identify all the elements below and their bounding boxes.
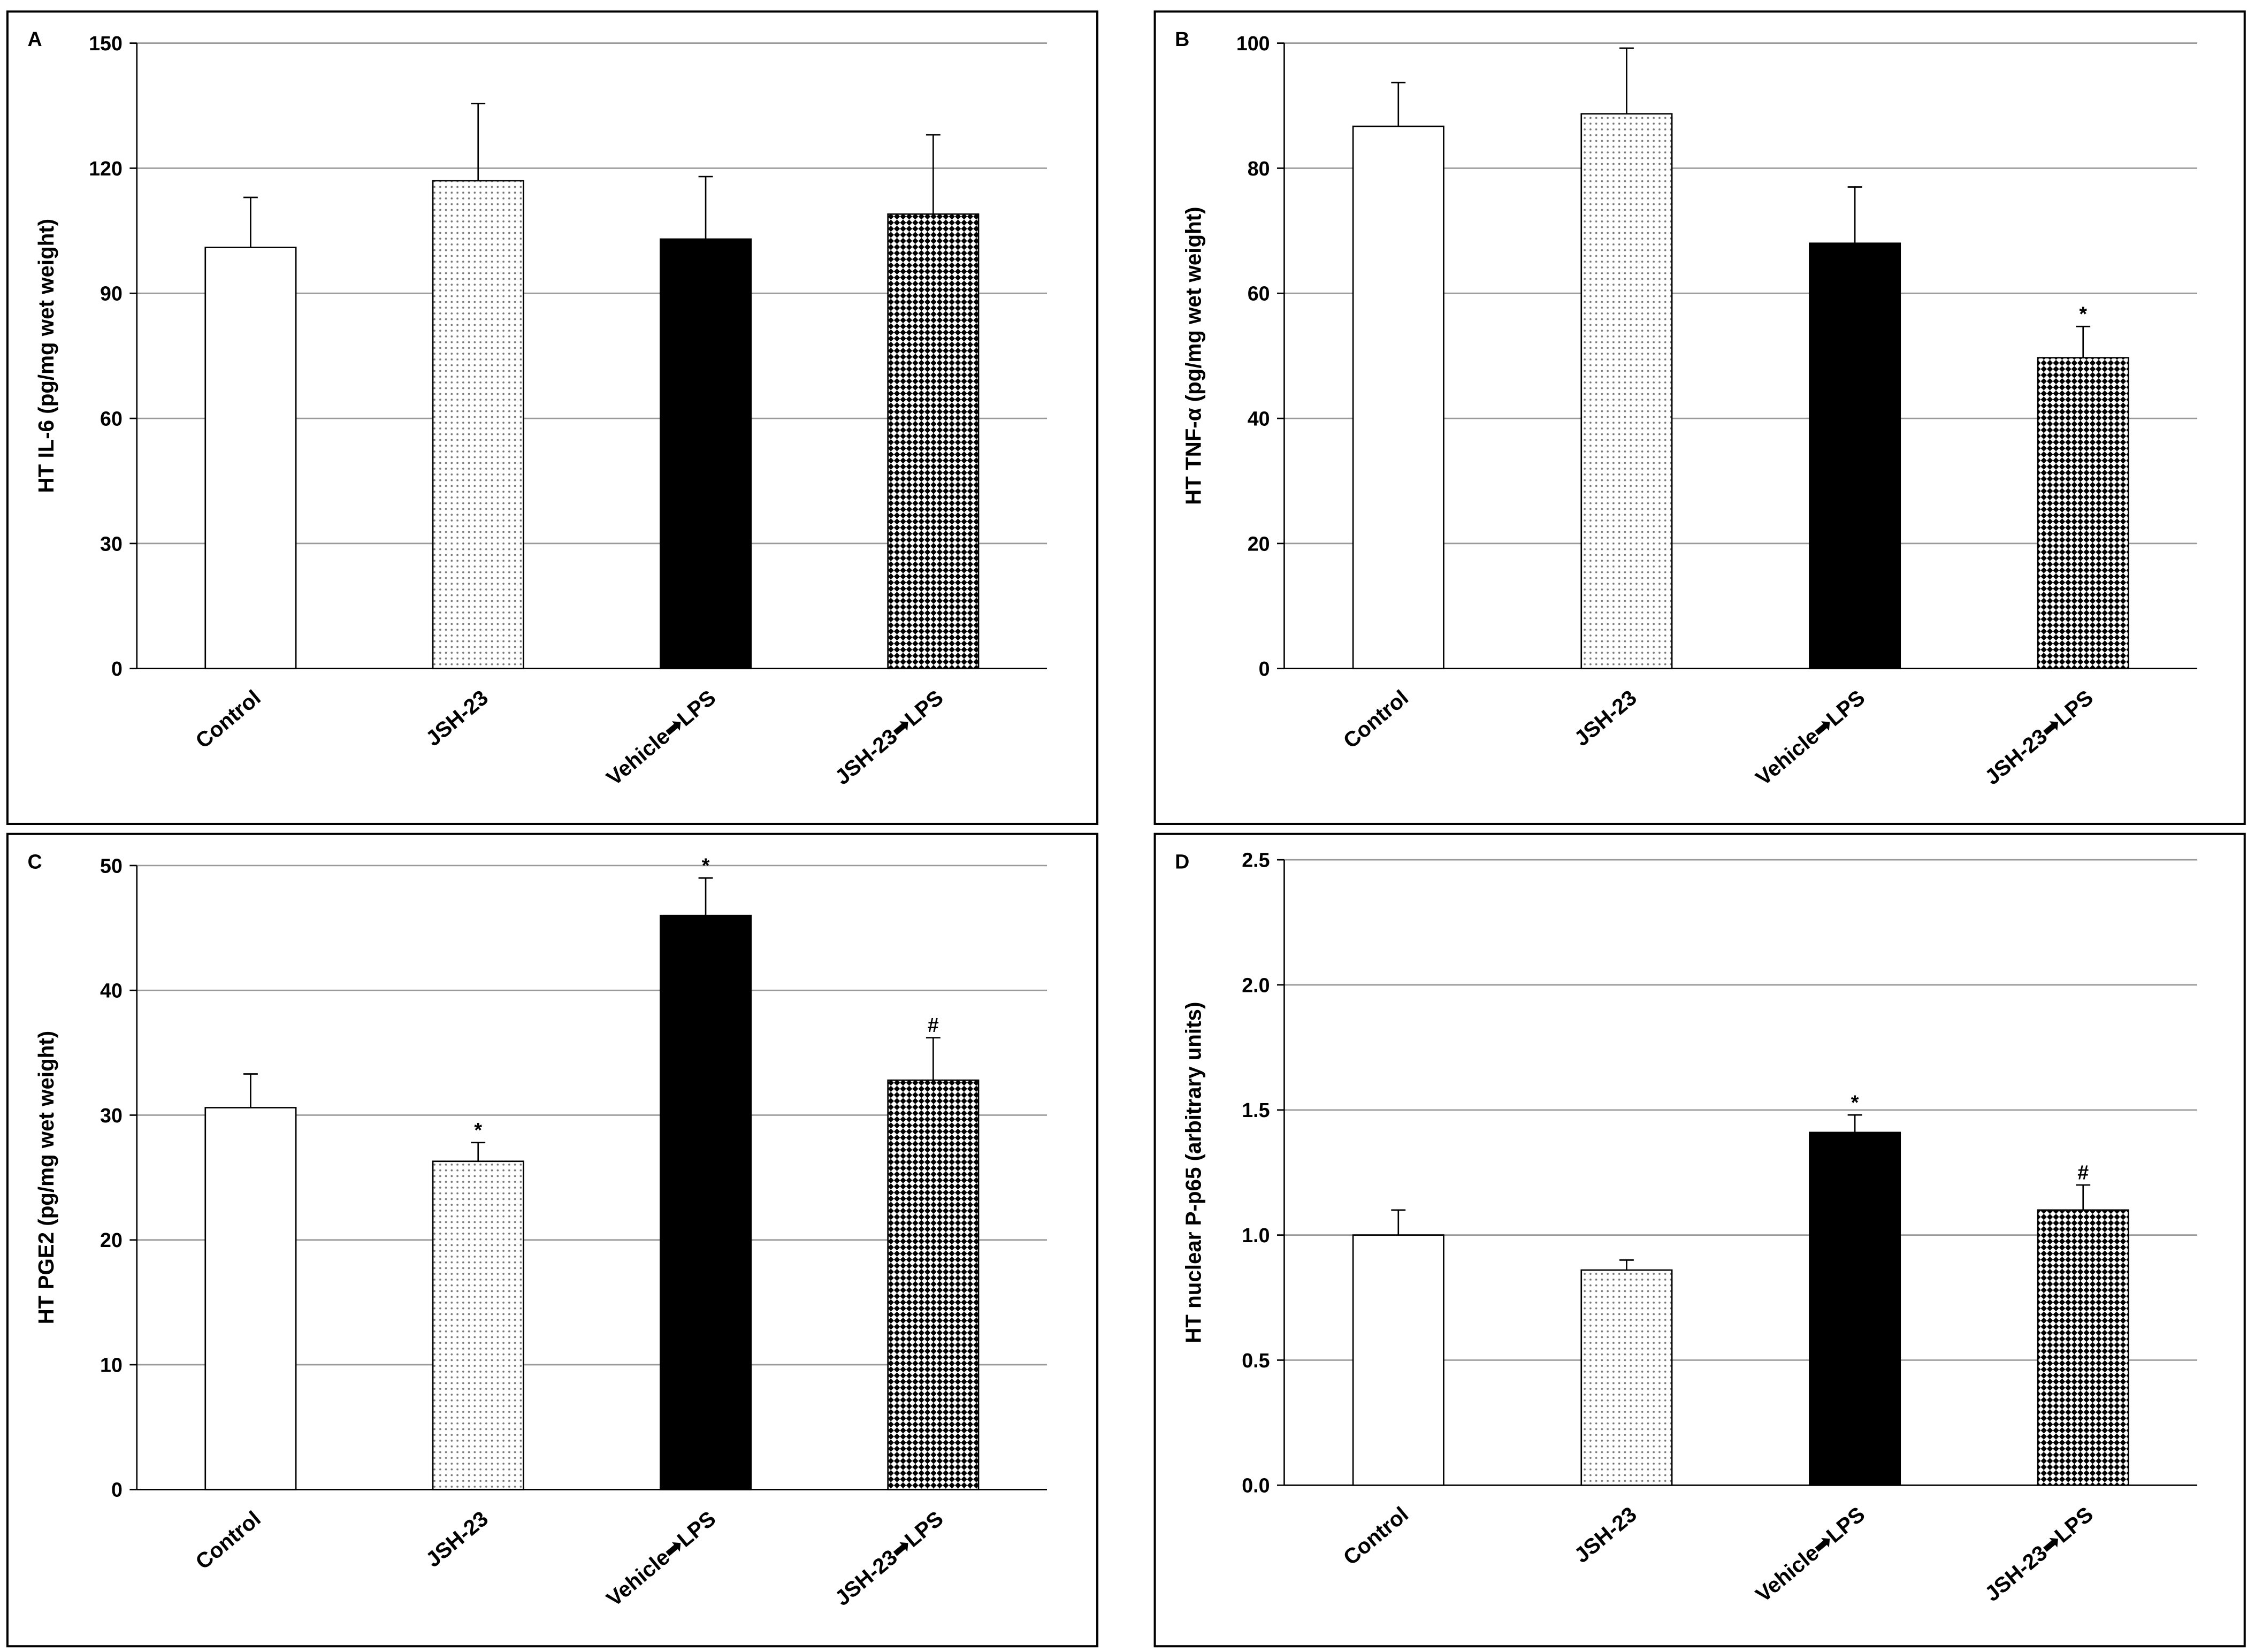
y-tick-label: 80 [1248, 157, 1270, 180]
panel-frame [6, 10, 1099, 825]
y-axis-title: HT nuclear P-p65 (arbitrary units) [1182, 1002, 1206, 1343]
annotation: * [702, 854, 710, 876]
y-tick-label: 90 [100, 282, 123, 305]
x-tick-label: JSH-23 [1570, 685, 1641, 751]
x-tick-label: JSH-23➡LPS [830, 1506, 948, 1610]
y-axis-title: HT IL-6 (pg/mg wet weight) [34, 219, 58, 493]
y-tick-label: 30 [100, 532, 123, 555]
annotation: # [928, 1014, 939, 1036]
panel-frame [1153, 10, 2246, 825]
y-tick-label: 50 [100, 854, 123, 877]
bar [1809, 1131, 1901, 1486]
y-tick-label: 120 [89, 157, 123, 180]
bar [2037, 1209, 2129, 1486]
y-tick-label: 1.5 [1242, 1099, 1270, 1121]
x-tick-label: JSH-23➡LPS [1980, 1502, 2098, 1606]
x-tick-label: Control [1339, 685, 1413, 753]
x-tick-label: JSH-23 [421, 685, 493, 751]
annotation: * [2079, 302, 2087, 325]
x-tick-label: Vehicle➡LPS [1751, 685, 1869, 790]
bar [887, 213, 980, 670]
annotation: # [2077, 1161, 2089, 1183]
x-tick-label: Vehicle➡LPS [1751, 1502, 1869, 1607]
y-axis-title: HT TNF-α (pg/mg wet weight) [1182, 206, 1206, 505]
x-tick-label: JSH-23 [1570, 1502, 1641, 1567]
panel-label: D [1175, 850, 1189, 873]
bar [204, 247, 297, 670]
x-tick-label: Vehicle➡LPS [602, 685, 720, 790]
bar [1352, 1234, 1444, 1486]
bar [204, 1107, 297, 1490]
annotation: * [1851, 1091, 1859, 1113]
y-tick-label: 0.5 [1242, 1349, 1270, 1372]
bar [1809, 242, 1901, 670]
y-tick-label: 20 [1248, 532, 1270, 555]
y-tick-label: 0 [1259, 657, 1270, 680]
x-tick-label: JSH-23 [421, 1506, 493, 1572]
y-tick-label: 10 [100, 1353, 123, 1376]
bar [1352, 125, 1444, 670]
bar [432, 1160, 524, 1490]
y-tick-label: 40 [100, 980, 123, 1002]
x-tick-label: JSH-23➡LPS [1980, 685, 2098, 789]
bar [660, 238, 752, 670]
x-tick-label: JSH-23➡LPS [830, 685, 948, 789]
y-tick-label: 0 [111, 1479, 123, 1501]
panel-label: C [28, 850, 42, 873]
panel-frame [6, 832, 1099, 1648]
x-tick-label: Vehicle➡LPS [602, 1506, 720, 1611]
y-tick-label: 150 [89, 32, 123, 55]
x-tick-label: Control [1339, 1502, 1413, 1570]
panel-label: A [28, 28, 42, 50]
bar [2037, 357, 2129, 670]
y-tick-label: 20 [100, 1229, 123, 1251]
bar [887, 1079, 980, 1490]
y-tick-label: 100 [1236, 32, 1270, 55]
bar [1580, 113, 1673, 670]
annotation: * [474, 1119, 482, 1141]
bar [1580, 1269, 1673, 1486]
y-tick-label: 60 [100, 408, 123, 430]
bar [660, 914, 752, 1490]
y-tick-label: 30 [100, 1104, 123, 1127]
y-tick-label: 2.0 [1242, 974, 1270, 996]
x-tick-label: Control [191, 1506, 265, 1574]
y-tick-label: 0 [111, 657, 123, 680]
x-tick-label: Control [191, 685, 265, 753]
y-tick-label: 0.0 [1242, 1474, 1270, 1497]
bar [432, 180, 524, 670]
y-tick-label: 60 [1248, 282, 1270, 305]
panel-frame [1153, 832, 2246, 1648]
y-tick-label: 2.5 [1242, 849, 1270, 871]
y-axis-title: HT PGE2 (pg/mg wet weight) [34, 1031, 58, 1324]
panel-label: B [1175, 28, 1189, 50]
y-tick-label: 40 [1248, 408, 1270, 430]
y-tick-label: 1.0 [1242, 1224, 1270, 1246]
